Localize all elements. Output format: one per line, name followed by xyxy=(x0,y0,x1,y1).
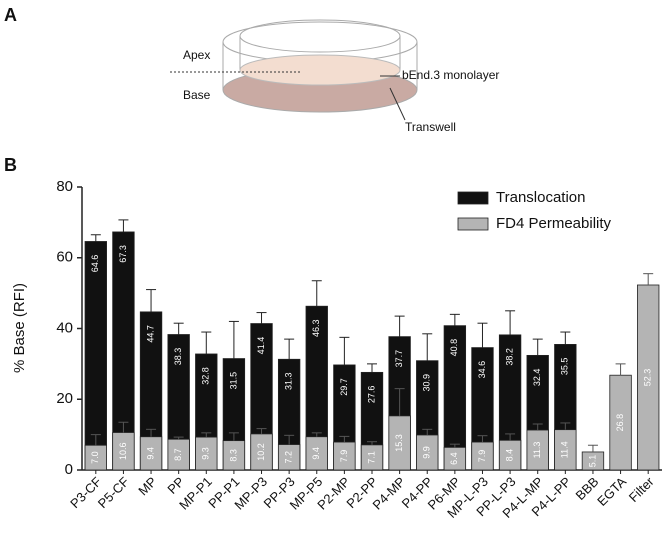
value-label: 7.1 xyxy=(366,451,376,464)
value-label: 31.5 xyxy=(228,372,238,390)
monolayer-label: bEnd.3 monolayer xyxy=(402,68,499,82)
value-label: 35.5 xyxy=(560,358,570,376)
value-label: 7.0 xyxy=(90,451,100,464)
x-tick-label: Filter xyxy=(626,473,658,505)
legend-label: FD4 Permeability xyxy=(496,215,612,232)
value-label: 41.4 xyxy=(256,337,266,355)
value-label: 64.6 xyxy=(90,255,100,273)
insert-rim xyxy=(239,19,401,53)
monolayer xyxy=(239,54,401,86)
value-label: 11.3 xyxy=(532,442,542,459)
value-label: 32.4 xyxy=(532,369,542,387)
value-label: 8.7 xyxy=(173,448,183,461)
value-label: 7.9 xyxy=(339,450,349,463)
pointer xyxy=(389,87,406,121)
value-label: 8.3 xyxy=(228,449,238,462)
value-label: 27.6 xyxy=(366,386,376,404)
y-tick-label: 40 xyxy=(56,319,73,336)
value-label: 67.3 xyxy=(118,245,128,263)
value-label: 6.4 xyxy=(449,452,459,465)
value-label: 46.3 xyxy=(311,319,321,337)
value-label: 9.4 xyxy=(311,447,321,460)
panel-a-diagram: A Apex Base bEnd.3 monolayer Transwell xyxy=(4,5,499,134)
value-label: 8.4 xyxy=(504,449,514,462)
transwell-label: Transwell xyxy=(405,120,456,134)
x-tick-label: MP xyxy=(135,474,159,498)
value-label: 10.2 xyxy=(256,443,266,461)
value-label: 34.6 xyxy=(477,361,487,379)
y-axis-label: % Base (RFI) xyxy=(11,283,28,373)
value-label: 7.9 xyxy=(477,450,487,463)
value-label: 38.3 xyxy=(173,348,183,366)
value-label: 10.6 xyxy=(118,442,128,460)
legend-swatch xyxy=(457,191,489,205)
value-label: 32.8 xyxy=(201,367,211,385)
legend-label: Translocation xyxy=(496,189,586,206)
value-label: 40.8 xyxy=(449,339,459,357)
value-label: 26.8 xyxy=(615,414,625,432)
value-label: 9.3 xyxy=(201,447,211,460)
value-label: 9.9 xyxy=(422,446,432,459)
value-label: 7.2 xyxy=(284,451,294,464)
base-label: Base xyxy=(183,88,211,102)
apex-label: Apex xyxy=(183,48,210,62)
panel-label: A xyxy=(4,5,17,25)
value-label: 30.9 xyxy=(422,374,432,392)
value-label: 5.1 xyxy=(587,455,597,468)
value-label: 11.4 xyxy=(560,441,570,458)
x-tick-label: EGTA xyxy=(594,474,629,509)
value-label: 15.3 xyxy=(394,434,404,452)
value-label: 52.3 xyxy=(643,369,653,387)
panel-label: B xyxy=(4,155,17,175)
legend-swatch xyxy=(457,217,489,231)
value-label: 29.7 xyxy=(339,378,349,396)
y-tick-label: 60 xyxy=(56,249,73,266)
value-label: 37.7 xyxy=(394,350,404,368)
value-label: 9.4 xyxy=(145,447,155,460)
y-tick-label: 80 xyxy=(56,178,73,195)
x-tick-label: P5-CF xyxy=(95,474,132,511)
value-label: 44.7 xyxy=(145,325,155,343)
y-tick-label: 0 xyxy=(65,461,73,478)
value-label: 31.3 xyxy=(284,373,294,391)
y-tick-label: 20 xyxy=(56,390,73,407)
value-label: 38.2 xyxy=(504,348,514,366)
